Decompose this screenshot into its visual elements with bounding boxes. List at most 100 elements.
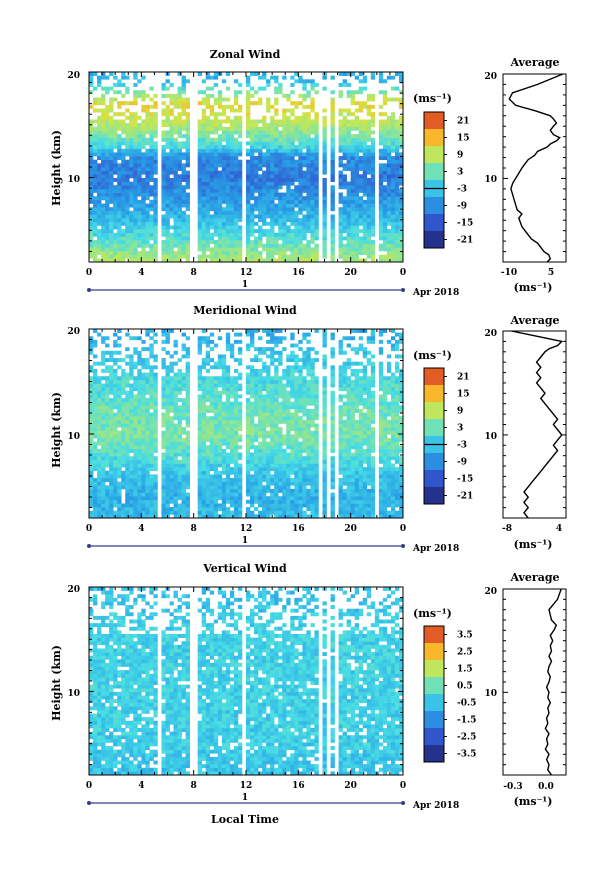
heat-cell [394,170,400,175]
heat-cell [101,430,106,435]
heat-cell [93,119,98,124]
heat-cell [145,174,150,179]
heat-cell [113,82,118,87]
heat-cell [145,170,150,175]
heat-cell [153,510,158,515]
heat-cell [237,416,243,421]
heat-cell [185,459,190,464]
heat-cell [346,456,351,461]
heat-cell [177,185,182,190]
heat-cell [386,463,392,468]
heat-cell [254,134,259,139]
heat-cell [246,485,251,490]
heat-cell [141,510,146,515]
heat-cell [342,163,347,168]
heat-cell [362,438,368,442]
heat-cell [121,229,126,234]
heat-cell [382,236,388,241]
colorbar-label: -21 [457,236,473,246]
heat-cell [109,430,114,435]
heat-cell [262,459,267,464]
heat-cell [113,478,118,482]
heat-cell [338,177,343,182]
heat-cell [113,240,118,245]
heat-cell [322,427,327,432]
heat-cell [169,478,174,482]
heat-cell [278,185,283,190]
heat-cell [89,79,94,84]
heat-cell [237,185,243,190]
heat-cell [237,196,243,201]
heat-cell [302,86,307,91]
heat-cell [209,510,215,515]
heat-cell [254,474,259,479]
heat-cell [298,478,303,482]
heat-cell [113,452,118,457]
heat-cell [153,141,158,146]
heat-cell [165,221,170,226]
heat-cell [225,423,231,428]
heat-cell [286,430,291,435]
heat-cell [250,148,255,153]
heat-cell [314,181,319,186]
heat-cell [89,445,94,450]
heat-cell [362,247,368,252]
heat-cell [137,459,142,464]
heat-cell [378,167,384,171]
heat-cell [270,225,275,230]
heat-cell [386,192,392,197]
heat-cell [181,488,186,493]
heat-cell [270,419,275,424]
heat-cell [298,492,303,497]
heat-cell [390,514,396,519]
heat-cell [322,438,327,442]
heat-cell [237,123,243,128]
heat-cell [169,199,174,204]
heat-cell [370,503,376,508]
heat-cell [302,254,307,259]
heat-cell [161,507,166,512]
heat-cell [362,240,368,245]
heat-cell [225,210,231,215]
heat-cell [266,467,271,472]
heat-cell [354,156,360,160]
heat-cell [370,181,376,186]
heat-cell [246,203,251,208]
heat-cell [205,485,211,490]
heat-cell [394,243,400,248]
heat-cell [93,101,98,106]
heat-cell [278,214,283,219]
heat-cell [350,467,355,472]
heat-cell [233,441,239,446]
heat-cell [282,167,287,171]
heat-cell [258,199,263,204]
heat-cell [125,126,130,131]
heat-cell [370,441,376,446]
heat-cell [213,225,219,230]
heat-cell [101,148,106,153]
heat-cell [181,196,186,201]
heat-cell [378,456,384,461]
heat-cell [382,434,388,439]
heat-cell [181,101,186,106]
heat-cell [250,93,255,98]
heat-cell [177,134,182,139]
profile-ytick: 20 [484,72,497,82]
heat-cell [225,130,231,135]
heat-cell [161,452,166,457]
heat-cell [201,134,207,139]
heat-cell [117,123,122,128]
heat-cell [225,232,231,237]
heat-cell [270,148,275,153]
heat-cell [342,72,347,76]
heat-cell [233,221,239,226]
heat-cell [342,441,347,446]
heat-cell [310,210,315,215]
heat-cell [93,499,98,504]
heat-cell [121,75,126,80]
heat-cell [197,214,203,219]
heat-cell [177,232,182,237]
heat-cell [262,141,267,146]
heat-cell [221,97,227,102]
heat-cell [306,167,311,171]
